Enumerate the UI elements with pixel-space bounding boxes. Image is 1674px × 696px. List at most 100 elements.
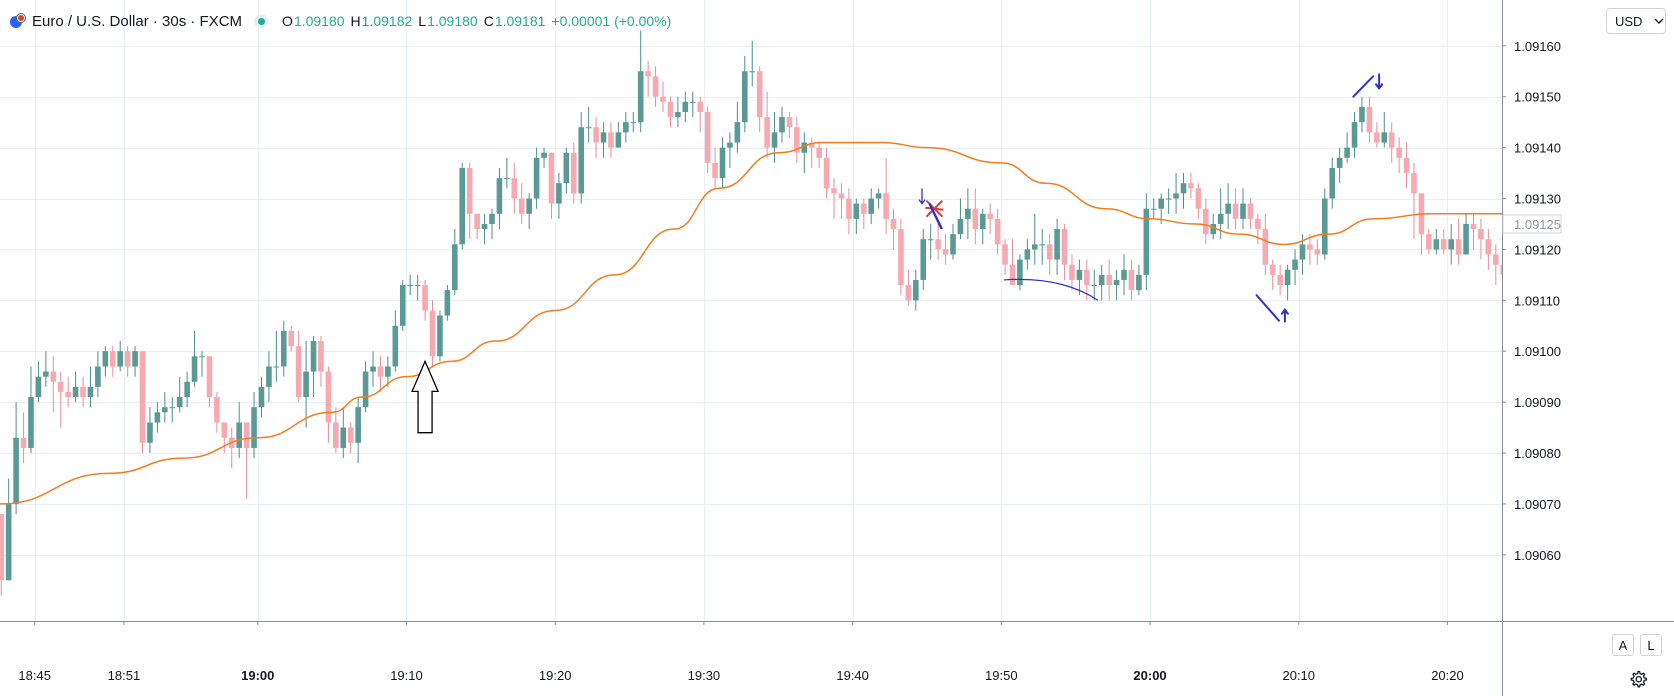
candle-body	[600, 132, 607, 143]
candle-body	[853, 203, 860, 219]
candle	[1426, 229, 1432, 255]
candle	[1411, 162, 1417, 240]
candle-body	[860, 203, 867, 214]
candle-body	[950, 234, 956, 255]
candle	[72, 371, 79, 403]
ohlc-values: O1.09180 H1.09182 L1.09180 C1.09181 +0.0…	[282, 13, 677, 29]
candle-body	[1225, 203, 1231, 214]
candle-body	[630, 122, 637, 124]
candle-body	[72, 386, 79, 398]
settings-gear-icon[interactable]	[1628, 669, 1648, 689]
candle	[801, 132, 808, 174]
log-scale-button[interactable]: L	[1640, 634, 1662, 656]
candle	[258, 376, 265, 418]
candle	[1017, 254, 1023, 291]
candle-body	[920, 239, 927, 280]
candle	[846, 188, 852, 235]
candle	[1277, 264, 1283, 296]
candle-body	[176, 397, 183, 408]
current-price-label: 1.09125	[1514, 217, 1561, 232]
candle-body	[1143, 208, 1150, 275]
candle-body	[1433, 239, 1440, 250]
price-tick-label: 1.09070	[1514, 497, 1561, 512]
candle	[637, 30, 644, 133]
candle-body	[169, 407, 176, 409]
time-tick-label: 19:30	[688, 668, 721, 683]
candle	[124, 346, 131, 377]
candle	[95, 351, 101, 398]
candle	[392, 310, 399, 372]
candle-body	[987, 213, 993, 219]
candle	[697, 96, 703, 133]
candle	[1418, 193, 1425, 255]
candle-body	[452, 244, 458, 291]
candle-body	[1321, 198, 1328, 255]
candle	[1113, 269, 1120, 301]
candle-body	[645, 71, 651, 77]
time-tick-label: 18:45	[18, 668, 51, 683]
candle	[325, 366, 332, 443]
candle	[1485, 229, 1492, 270]
candle	[898, 218, 904, 296]
candle-body	[184, 381, 190, 398]
candle	[504, 157, 510, 189]
candle-body	[578, 127, 585, 194]
time-tick-label: 20:10	[1282, 668, 1315, 683]
candle	[228, 427, 235, 469]
candle-body	[1351, 122, 1358, 148]
candle-body	[1440, 239, 1447, 250]
candle-body	[1366, 106, 1373, 133]
candle-body	[1292, 259, 1298, 270]
drawings	[411, 73, 1384, 434]
candle-body	[1002, 244, 1008, 265]
candle	[1188, 173, 1194, 199]
candle-body	[608, 132, 614, 148]
auto-scale-button[interactable]: A	[1612, 634, 1634, 656]
candle-body	[927, 239, 934, 241]
candle	[1307, 234, 1313, 265]
candle	[593, 117, 599, 158]
symbol-title[interactable]: Euro / U.S. Dollar · 30s · FXCM	[32, 12, 243, 30]
candle-body	[913, 279, 919, 301]
candle-body	[570, 152, 577, 194]
candle-body	[251, 407, 257, 448]
candle-body	[243, 422, 250, 448]
candle	[147, 407, 153, 454]
candle	[340, 407, 347, 459]
candle	[548, 152, 555, 219]
candle	[169, 397, 176, 423]
candle	[704, 106, 711, 174]
candle	[13, 402, 19, 515]
candle-body	[102, 351, 109, 367]
candle-body	[154, 412, 161, 423]
candle	[1061, 223, 1068, 280]
candle-body	[1478, 229, 1484, 240]
currency-selector[interactable]: USD	[1606, 8, 1666, 34]
candle-body	[407, 285, 413, 287]
candle-body	[1493, 254, 1499, 265]
candle-body	[236, 422, 242, 448]
candle	[1255, 213, 1261, 245]
candle-body	[965, 208, 971, 219]
candle	[132, 346, 138, 377]
candle	[1054, 218, 1060, 275]
candle-body	[675, 111, 681, 118]
candle-body	[779, 117, 785, 133]
candle	[1314, 239, 1321, 265]
time-tick-label: 19:20	[539, 668, 572, 683]
price-tick-label: 1.09110	[1514, 293, 1560, 308]
candle-body	[1098, 274, 1105, 286]
candle	[80, 376, 86, 408]
candle-body	[972, 208, 979, 230]
candle	[273, 330, 280, 382]
candle	[563, 147, 570, 194]
candle	[1240, 188, 1246, 230]
candle	[1478, 218, 1484, 260]
candle	[65, 376, 71, 408]
candle-body	[1091, 285, 1098, 287]
candle	[1359, 96, 1365, 133]
price-scale-background	[1502, 0, 1674, 696]
time-tick-label: 20:00	[1133, 668, 1166, 683]
candle-body	[1381, 132, 1388, 143]
